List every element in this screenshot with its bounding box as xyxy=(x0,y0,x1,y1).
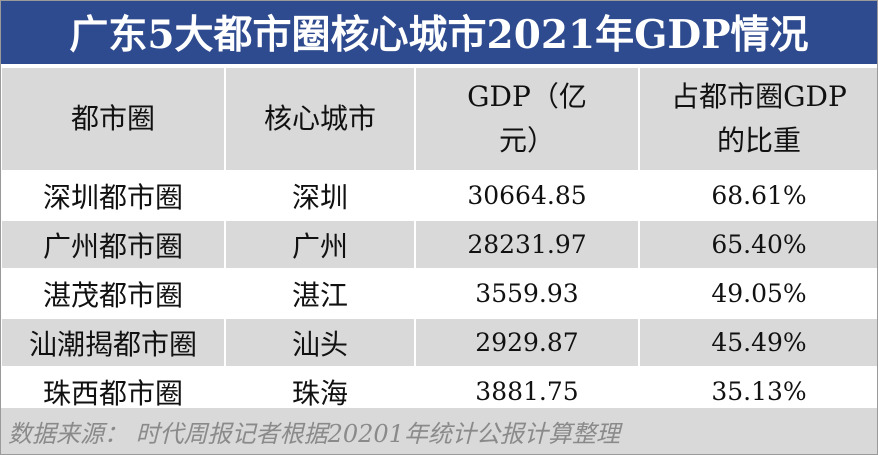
source-note: 数据来源： 时代周报记者根据20201年统计公报计算整理 xyxy=(0,408,878,455)
header-gdp-line2: 元） xyxy=(498,124,555,157)
cell-city: 深圳 xyxy=(224,170,416,221)
table-title: 广东5大都市圈核心城市2021年GDP情况 xyxy=(0,0,878,66)
table-row: 广州都市圈 广州 28231.97 65.40% xyxy=(0,219,878,270)
gdp-table: 都市圈 核心城市 GDP（亿 元） 占都市圈GDP 的比重 深圳都市圈 深圳 3… xyxy=(0,66,878,417)
header-metro: 都市圈 xyxy=(0,66,226,172)
cell-city: 广州 xyxy=(224,219,416,270)
cell-city: 汕头 xyxy=(224,317,416,368)
header-share: 占都市圈GDP 的比重 xyxy=(638,66,878,172)
cell-metro: 广州都市圈 xyxy=(0,219,226,270)
cell-gdp: 2929.87 xyxy=(414,317,640,368)
cell-gdp: 28231.97 xyxy=(414,219,640,270)
cell-gdp: 3559.93 xyxy=(414,268,640,319)
cell-share: 68.61% xyxy=(638,170,878,221)
cell-city: 湛江 xyxy=(224,268,416,319)
table-row: 湛茂都市圈 湛江 3559.93 49.05% xyxy=(0,268,878,319)
cell-metro: 深圳都市圈 xyxy=(0,170,226,221)
table-row: 深圳都市圈 深圳 30664.85 68.61% xyxy=(0,170,878,221)
header-row: 都市圈 核心城市 GDP（亿 元） 占都市圈GDP 的比重 xyxy=(0,66,878,172)
cell-gdp: 30664.85 xyxy=(414,170,640,221)
cell-metro: 湛茂都市圈 xyxy=(0,268,226,319)
header-share-line1: 占都市圈GDP xyxy=(671,80,847,113)
cell-share: 49.05% xyxy=(638,268,878,319)
header-gdp: GDP（亿 元） xyxy=(414,66,640,172)
cell-metro: 汕潮揭都市圈 xyxy=(0,317,226,368)
cell-share: 65.40% xyxy=(638,219,878,270)
table-row: 汕潮揭都市圈 汕头 2929.87 45.49% xyxy=(0,317,878,368)
header-share-line2: 的比重 xyxy=(716,124,801,157)
header-core-city: 核心城市 xyxy=(224,66,416,172)
cell-share: 45.49% xyxy=(638,317,878,368)
header-gdp-line1: GDP（亿 xyxy=(467,80,587,113)
